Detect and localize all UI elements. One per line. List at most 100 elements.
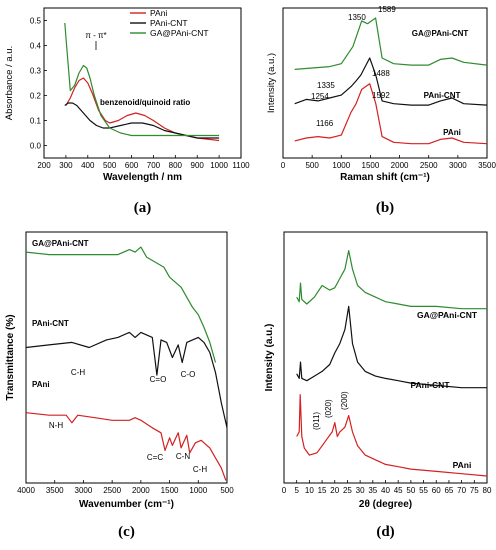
peak-label: 1589: [378, 5, 396, 14]
y-tick-label: 0.3: [30, 67, 42, 76]
x-tick-label: 500: [103, 161, 117, 170]
series-line-b-0: [294, 17, 488, 70]
x-axis-label: Raman shift (cm⁻¹): [340, 172, 430, 183]
x-tick-label: 1500: [161, 486, 179, 495]
x-tick-label: 700: [147, 161, 161, 170]
y-tick-label: 0.5: [30, 17, 42, 26]
plot-frame-d: [283, 231, 488, 484]
reflection-label: (200): [340, 391, 349, 410]
x-tick-label: 3500: [478, 161, 496, 170]
reflection-label: (020): [324, 399, 333, 418]
x-tick-label: 15: [318, 486, 327, 495]
x-tick-label: 2500: [103, 486, 121, 495]
x-tick-label: 45: [394, 486, 403, 495]
x-tick-label: 3000: [449, 161, 467, 170]
x-axis-label: 2θ (degree): [359, 499, 412, 510]
legend-label-a: GA@PAni-CNT: [150, 28, 209, 38]
panel-label-a: (a): [134, 200, 152, 216]
band-label: C=O: [150, 375, 167, 384]
y-tick-label: 0.0: [30, 142, 42, 151]
x-tick-label: 2500: [420, 161, 438, 170]
series-line-b-2: [294, 83, 488, 145]
y-axis-label: Intensity (a.u.): [264, 324, 275, 392]
peak-label: 1166: [316, 119, 334, 128]
plot-frame-c: [25, 231, 228, 484]
x-tick-label: 70: [457, 486, 466, 495]
x-tick-label: 0: [281, 161, 286, 170]
legend-label-a: PAni: [150, 8, 167, 18]
x-axis-label: Wavenumber (cm⁻¹): [79, 499, 174, 510]
y-tick-label: 0.4: [30, 42, 42, 51]
x-tick-label: 2000: [391, 161, 409, 170]
series-label-d: PAni-CNT: [410, 380, 450, 390]
x-tick-label: 1000: [210, 161, 228, 170]
series-line-c-0: [25, 246, 217, 363]
panel-label-d: (d): [376, 524, 394, 540]
x-tick-label: 60: [432, 486, 441, 495]
peak-label: 1488: [372, 69, 390, 78]
x-tick-label: 5: [294, 486, 299, 495]
y-tick-label: 0.1: [30, 117, 42, 126]
x-tick-label: 20: [330, 486, 339, 495]
annotation-pipi: π - π*: [85, 31, 106, 40]
series-label-d: GA@PAni-CNT: [417, 310, 478, 320]
series-label-d: PAni: [453, 460, 472, 470]
y-axis-label: Transmittance (%): [5, 314, 16, 400]
band-label: C-H: [71, 368, 85, 377]
panels-group: 200 300 400 500 600 700 800 900 1000 11000.00.10.…: [4, 5, 496, 540]
x-tick-label: 30: [356, 486, 365, 495]
x-tick-label: 75: [470, 486, 479, 495]
band-label: C-N: [176, 452, 190, 461]
series-line-b-1: [294, 57, 488, 106]
plot-frame-b: [282, 7, 488, 159]
series-line-d-2: [296, 394, 488, 477]
x-tick-label: 500: [220, 486, 234, 495]
y-axis-label: Absorbance / a.u.: [4, 46, 15, 120]
x-tick-label: 80: [483, 486, 492, 495]
series-line-c-2: [25, 412, 227, 481]
x-tick-label: 55: [419, 486, 428, 495]
legend-label-a: PAni-CNT: [150, 18, 188, 28]
reflection-label: (011): [312, 412, 321, 430]
x-tick-label: 300: [59, 161, 73, 170]
x-tick-label: 200: [37, 161, 51, 170]
series-line-d-1: [296, 305, 487, 389]
x-tick-label: 500: [305, 161, 319, 170]
band-label: C=C: [147, 453, 163, 462]
x-tick-label: 25: [343, 486, 352, 495]
panel-label-c: (c): [118, 524, 135, 540]
x-tick-label: 1500: [362, 161, 380, 170]
x-tick-label: 800: [169, 161, 183, 170]
x-tick-label: 600: [125, 161, 139, 170]
series-label-c: PAni-CNT: [32, 319, 69, 328]
y-axis-label: Intensity (a.u.): [266, 53, 277, 113]
peak-label: 1335: [317, 81, 335, 90]
peak-label: 1592: [372, 91, 390, 100]
x-tick-label: 10: [305, 486, 314, 495]
series-label-c: PAni: [32, 380, 50, 389]
series-line-d-0: [296, 250, 487, 310]
panel-label-b: (b): [376, 200, 394, 216]
series-line-c-1: [25, 331, 228, 428]
x-tick-label: 1100: [232, 161, 250, 170]
series-label-b: PAni: [443, 128, 461, 137]
x-tick-label: 40: [381, 486, 390, 495]
peak-label: 1350: [348, 13, 366, 22]
x-tick-label: 35: [368, 486, 377, 495]
series-line-a-2: [64, 22, 220, 137]
x-tick-label: 400: [81, 161, 95, 170]
plot-frame-a: [43, 7, 242, 159]
x-tick-label: 2000: [132, 486, 150, 495]
series-label-b: GA@PAni-CNT: [412, 29, 469, 38]
peak-label: 1254: [311, 92, 329, 101]
x-tick-label: 50: [406, 486, 415, 495]
series-label-c: GA@PAni-CNT: [32, 239, 89, 248]
series-line-a-0: [65, 77, 220, 142]
band-label: N-H: [49, 421, 63, 430]
annotation-ratio: benzenoid/quinoid ratio: [100, 98, 190, 107]
x-tick-label: 4000: [17, 486, 35, 495]
x-tick-label: 3500: [46, 486, 64, 495]
x-axis-label: Wavelength / nm: [103, 172, 182, 183]
series-line-a-1: [64, 102, 220, 139]
